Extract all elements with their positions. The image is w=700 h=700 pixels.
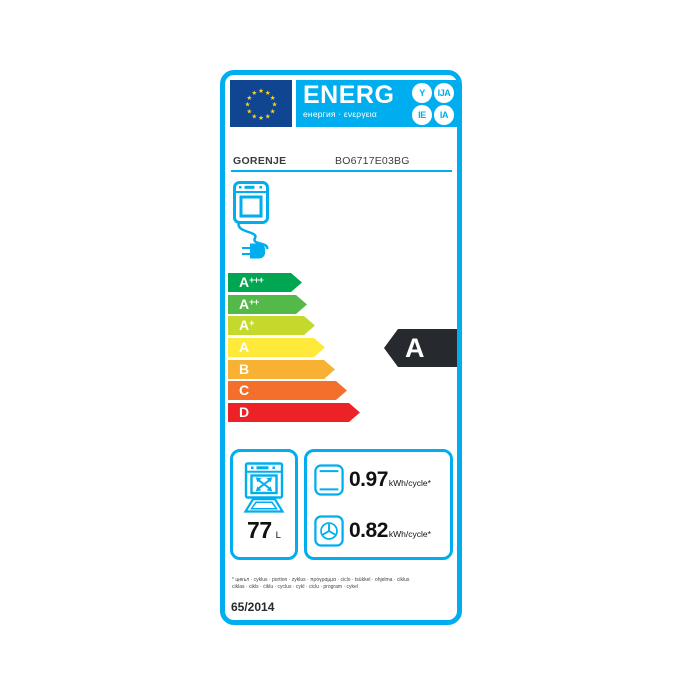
lang-circle: IE bbox=[412, 104, 432, 125]
svg-text:★: ★ bbox=[258, 87, 264, 95]
consumption-value: 0.82 bbox=[349, 519, 388, 542]
oven-plug-icon bbox=[233, 181, 269, 259]
energ-subtext: енергия · ενεργεια bbox=[303, 109, 377, 119]
consumption-unit: kWh/cycle* bbox=[388, 529, 431, 539]
svg-text:★: ★ bbox=[246, 94, 252, 102]
svg-text:★: ★ bbox=[258, 114, 264, 122]
energy-label: ★ ★ ★ ★ ★ ★ ★ ★ ★ ★ ★ ★ ENERG енергия · ενεργε… bbox=[220, 70, 462, 625]
rating-letter: A bbox=[405, 332, 425, 363]
eu-flag-icon: ★ ★ ★ ★ ★ ★ ★ ★ ★ ★ ★ ★ bbox=[230, 80, 292, 127]
conventional-heating-icon bbox=[314, 464, 344, 496]
fan-forced-heating-icon bbox=[314, 515, 344, 547]
energy-class-row: A+++ bbox=[228, 273, 302, 292]
energy-class-row: A++ bbox=[228, 295, 307, 314]
lang-circle: IJA bbox=[434, 82, 454, 103]
energ-wordmark: ENERG bbox=[303, 81, 395, 109]
language-circles: Y IJA IE IA bbox=[412, 80, 454, 127]
footnote-line: ciklas · cikls · ċiklu · cyclus · cykl ·… bbox=[232, 584, 358, 590]
svg-text:★: ★ bbox=[272, 101, 278, 109]
svg-text:★: ★ bbox=[265, 112, 271, 120]
svg-text:★: ★ bbox=[270, 94, 276, 102]
energy-class-row: D bbox=[228, 403, 360, 422]
cycle-footnote: * цикъл · cyklus · portion · zyklus · πρ… bbox=[232, 577, 453, 591]
oven-cavity-icon bbox=[243, 462, 285, 513]
svg-text:★: ★ bbox=[265, 89, 271, 97]
svg-text:★: ★ bbox=[251, 89, 257, 97]
energ-banner: ENERG енергия · ενεργεια Y IJA IE IA bbox=[296, 80, 457, 127]
consumption-unit: kWh/cycle* bbox=[388, 478, 431, 488]
energy-class-row: B bbox=[228, 360, 335, 379]
svg-text:★: ★ bbox=[270, 108, 276, 116]
brand-name: GORENJE bbox=[233, 155, 287, 167]
cavity-volume-box: 77 L bbox=[230, 449, 298, 560]
consumption-value: 0.97 bbox=[349, 468, 388, 491]
conventional-consumption-row: 0.97 kWh/cycle* bbox=[307, 461, 450, 499]
rating-arrow: A bbox=[384, 329, 457, 367]
model-number: BO6717E03BG bbox=[335, 155, 410, 167]
footnote-line: * цикъл · cyklus · portion · zyklus · πρ… bbox=[232, 577, 410, 583]
svg-text:★: ★ bbox=[245, 101, 251, 109]
svg-text:★: ★ bbox=[251, 112, 257, 120]
divider-rule bbox=[231, 170, 452, 172]
energy-class-row: C bbox=[228, 381, 347, 400]
energy-class-row: A bbox=[228, 338, 325, 357]
energy-consumption-box: 0.97 kWh/cycle* 0.82 kWh/cycle* bbox=[304, 449, 453, 560]
lang-circle: Y bbox=[412, 82, 432, 103]
cavity-volume-value: 77 L bbox=[247, 517, 281, 543]
lang-circle: IA bbox=[434, 104, 454, 125]
fan-forced-consumption-row: 0.82 kWh/cycle* bbox=[307, 512, 450, 550]
energy-class-row: A+ bbox=[228, 316, 315, 335]
svg-text:★: ★ bbox=[246, 108, 252, 116]
regulation-number: 65/2014 bbox=[231, 600, 275, 614]
